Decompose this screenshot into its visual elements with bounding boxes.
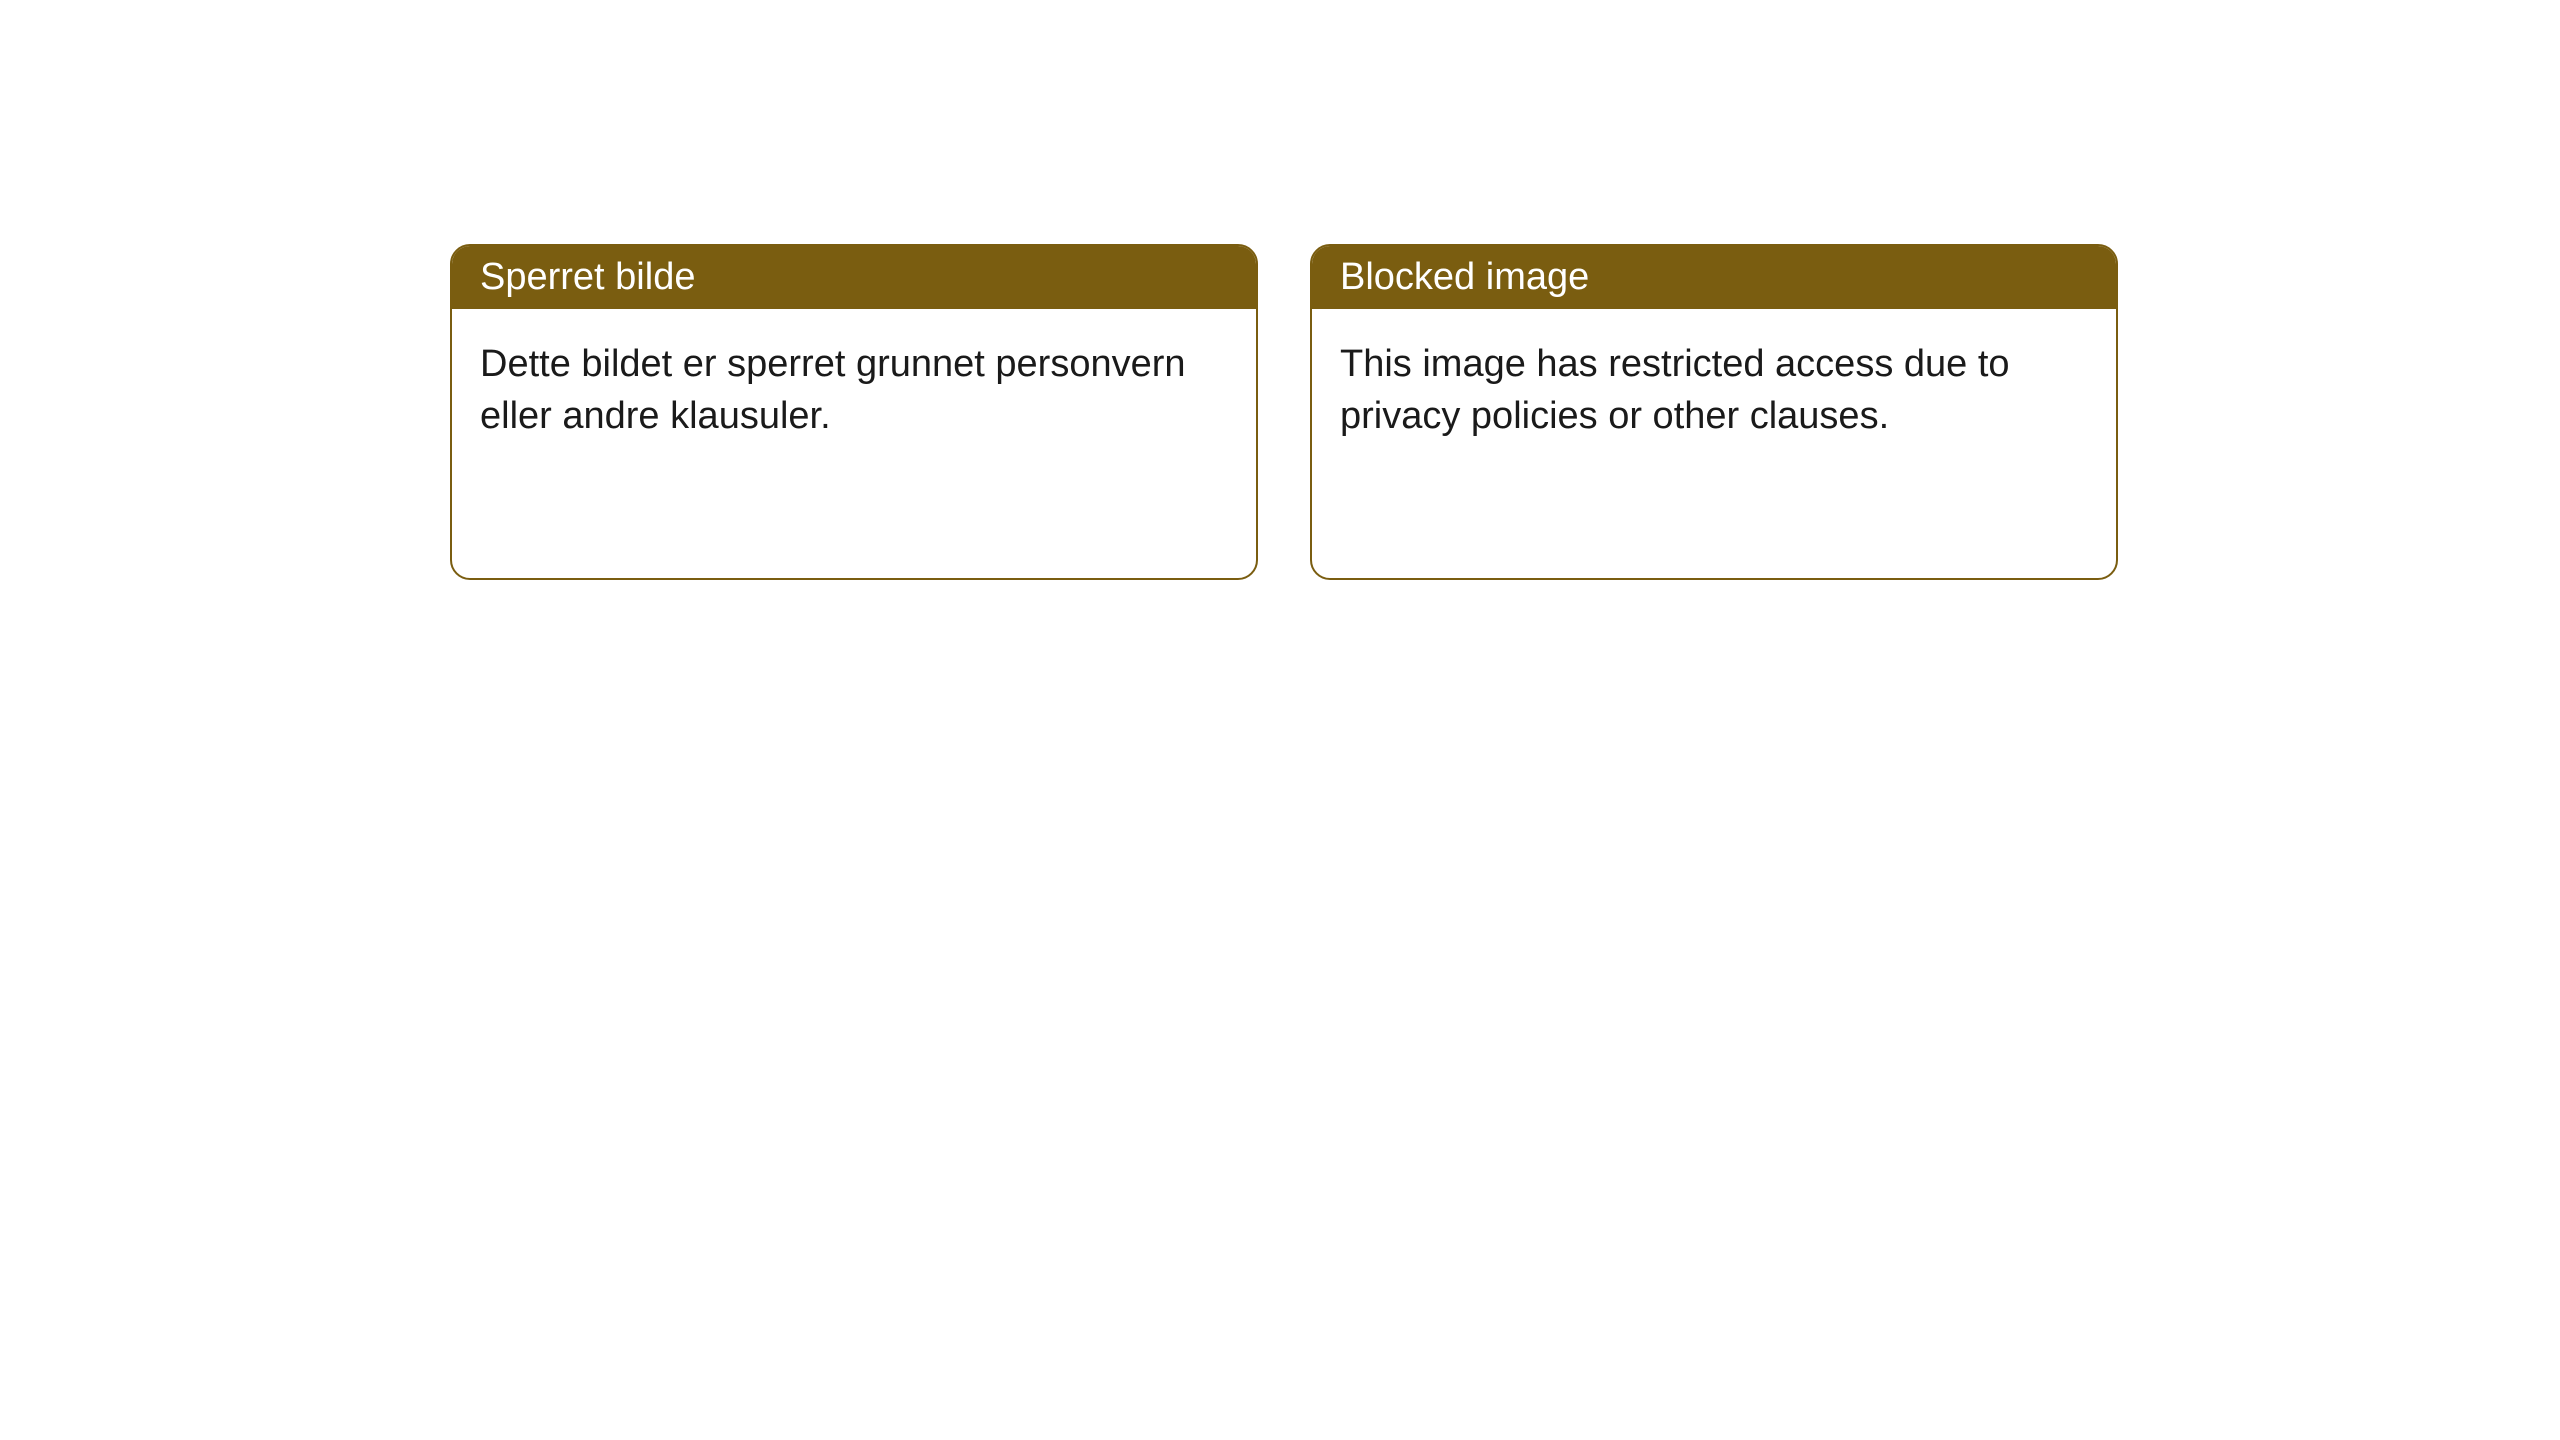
card-body: Dette bildet er sperret grunnet personve… <box>452 309 1256 472</box>
notice-card-norwegian: Sperret bilde Dette bildet er sperret gr… <box>450 244 1258 580</box>
card-header: Blocked image <box>1312 246 2116 309</box>
card-body: This image has restricted access due to … <box>1312 309 2116 472</box>
notice-card-english: Blocked image This image has restricted … <box>1310 244 2118 580</box>
notice-container: Sperret bilde Dette bildet er sperret gr… <box>0 0 2560 580</box>
card-header: Sperret bilde <box>452 246 1256 309</box>
